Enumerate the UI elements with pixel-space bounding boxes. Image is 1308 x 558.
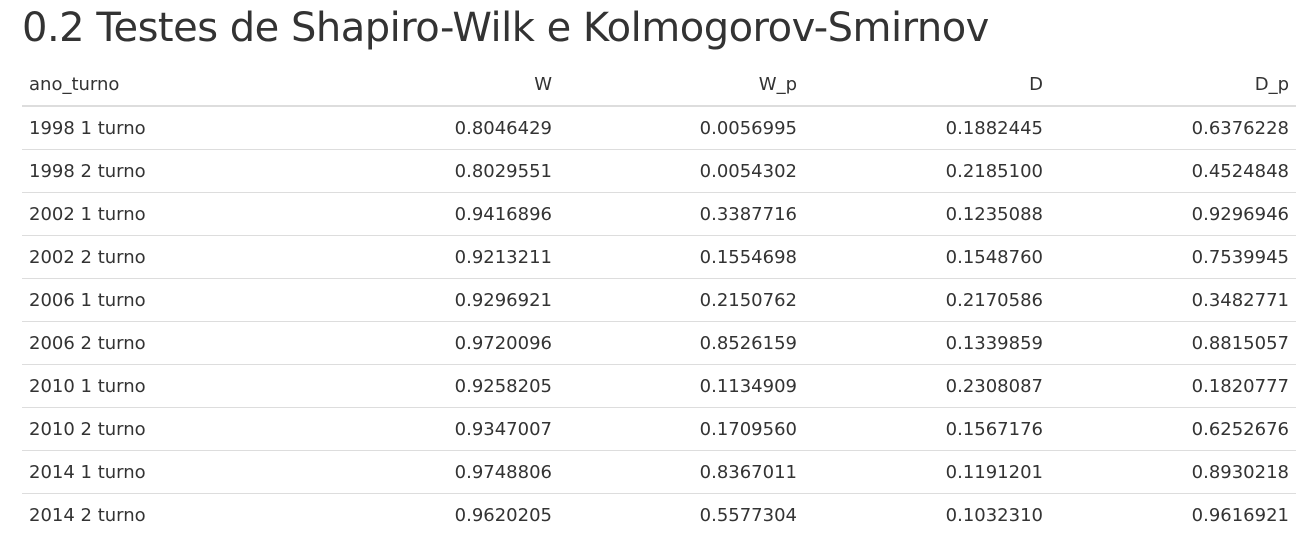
cell-ano-turno: 2002 1 turno	[22, 192, 307, 236]
table-row: 2014 2 turno 0.9620205 0.5577304 0.1032310 0…	[22, 493, 1296, 536]
cell-ano-turno: 2010 1 turno	[22, 364, 307, 408]
column-header-d: D	[804, 63, 1050, 107]
cell-w-p: 0.2150762	[559, 278, 804, 322]
table-row: 2010 2 turno 0.9347007 0.1709560 0.1567176 0…	[22, 407, 1296, 451]
cell-d-p: 0.8930218	[1050, 450, 1296, 494]
table-row: 1998 1 turno 0.8046429 0.0056995 0.1882445 0…	[22, 105, 1296, 150]
cell-d: 0.1339859	[804, 321, 1050, 365]
cell-w-p: 0.8367011	[559, 450, 804, 494]
cell-d-p: 0.1820777	[1050, 364, 1296, 408]
cell-d-p: 0.6252676	[1050, 407, 1296, 451]
cell-w: 0.9416896	[307, 192, 559, 236]
cell-ano-turno: 2002 2 turno	[22, 235, 307, 279]
cell-ano-turno: 1998 2 turno	[22, 149, 307, 193]
cell-w-p: 0.8526159	[559, 321, 804, 365]
cell-d-p: 0.4524848	[1050, 149, 1296, 193]
cell-d-p: 0.7539945	[1050, 235, 1296, 279]
cell-w: 0.9720096	[307, 321, 559, 365]
column-header-w-p: W_p	[559, 63, 804, 107]
cell-w: 0.8046429	[307, 105, 559, 150]
cell-w-p: 0.1554698	[559, 235, 804, 279]
cell-d-p: 0.9616921	[1050, 493, 1296, 536]
cell-w: 0.9620205	[307, 493, 559, 536]
cell-d-p: 0.6376228	[1050, 105, 1296, 150]
column-header-d-p: D_p	[1050, 63, 1296, 107]
table-row: 2006 2 turno 0.9720096 0.8526159 0.1339859 0…	[22, 321, 1296, 365]
table-row: 2002 1 turno 0.9416896 0.3387716 0.1235088 0…	[22, 192, 1296, 236]
table-row: 2010 1 turno 0.9258205 0.1134909 0.2308087 0…	[22, 364, 1296, 408]
column-header-w: W	[307, 63, 559, 107]
cell-w-p: 0.3387716	[559, 192, 804, 236]
cell-w-p: 0.1709560	[559, 407, 804, 451]
table-row: 2006 1 turno 0.9296921 0.2150762 0.2170586 0…	[22, 278, 1296, 322]
cell-d-p: 0.9296946	[1050, 192, 1296, 236]
cell-d: 0.1882445	[804, 105, 1050, 150]
table-row: 2002 2 turno 0.9213211 0.1554698 0.1548760 0…	[22, 235, 1296, 279]
cell-w-p: 0.1134909	[559, 364, 804, 408]
table-header-row: ano_turno W W_p D D_p	[22, 63, 1296, 107]
cell-d: 0.1191201	[804, 450, 1050, 494]
cell-d: 0.2185100	[804, 149, 1050, 193]
cell-d: 0.1235088	[804, 192, 1050, 236]
cell-ano-turno: 2010 2 turno	[22, 407, 307, 451]
cell-w: 0.9347007	[307, 407, 559, 451]
cell-d: 0.1548760	[804, 235, 1050, 279]
cell-d: 0.1032310	[804, 493, 1050, 536]
cell-d-p: 0.3482771	[1050, 278, 1296, 322]
cell-ano-turno: 1998 1 turno	[22, 105, 307, 150]
cell-w-p: 0.0056995	[559, 105, 804, 150]
cell-ano-turno: 2006 1 turno	[22, 278, 307, 322]
cell-d: 0.1567176	[804, 407, 1050, 451]
cell-d-p: 0.8815057	[1050, 321, 1296, 365]
cell-w: 0.9296921	[307, 278, 559, 322]
cell-w-p: 0.5577304	[559, 493, 804, 536]
cell-w: 0.9258205	[307, 364, 559, 408]
cell-ano-turno: 2014 2 turno	[22, 493, 307, 536]
table-row: 2014 1 turno 0.9748806 0.8367011 0.1191201 0…	[22, 450, 1296, 494]
cell-w-p: 0.0054302	[559, 149, 804, 193]
cell-ano-turno: 2006 2 turno	[22, 321, 307, 365]
results-table: ano_turno W W_p D D_p 1998 1 turno 0.8046…	[22, 63, 1296, 536]
page-title: 0.2 Testes de Shapiro-Wilk e Kolmogorov-…	[22, 5, 989, 51]
cell-w: 0.9748806	[307, 450, 559, 494]
cell-w: 0.9213211	[307, 235, 559, 279]
column-header-ano-turno: ano_turno	[22, 63, 307, 107]
table-row: 1998 2 turno 0.8029551 0.0054302 0.2185100 0…	[22, 149, 1296, 193]
cell-d: 0.2170586	[804, 278, 1050, 322]
cell-w: 0.8029551	[307, 149, 559, 193]
cell-ano-turno: 2014 1 turno	[22, 450, 307, 494]
table-body: 1998 1 turno 0.8046429 0.0056995 0.1882445 0…	[22, 105, 1296, 536]
cell-d: 0.2308087	[804, 364, 1050, 408]
